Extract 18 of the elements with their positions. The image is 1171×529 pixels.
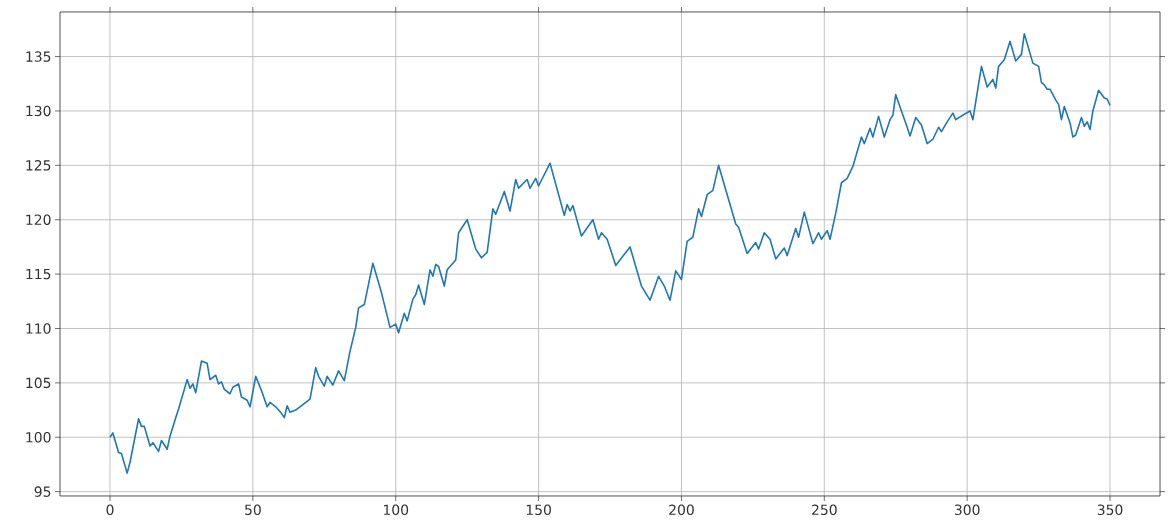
- x-tick-label: 250: [812, 504, 837, 516]
- x-tick-label: 50: [245, 504, 261, 516]
- line-series: [109, 32, 1111, 474]
- y-tick-label: 135: [26, 51, 51, 62]
- y-tick-label: 120: [26, 214, 51, 225]
- x-tick-label: 0: [106, 504, 114, 516]
- x-tick-label: 300: [954, 504, 980, 516]
- x-tick-label: 150: [526, 504, 551, 516]
- y-tick-label: 105: [26, 377, 51, 389]
- y-tick-label: 95: [34, 486, 51, 497]
- y-tick-label: 110: [26, 323, 51, 334]
- y-tick-label: 115: [26, 268, 51, 280]
- y-tick-label: 125: [26, 160, 51, 171]
- y-tick-label: 130: [26, 105, 51, 117]
- x-tick-label: 100: [383, 504, 409, 516]
- y-tick-label: 100: [26, 431, 51, 443]
- x-tick-label: 350: [1097, 504, 1123, 516]
- x-tick-label: 200: [669, 504, 694, 516]
